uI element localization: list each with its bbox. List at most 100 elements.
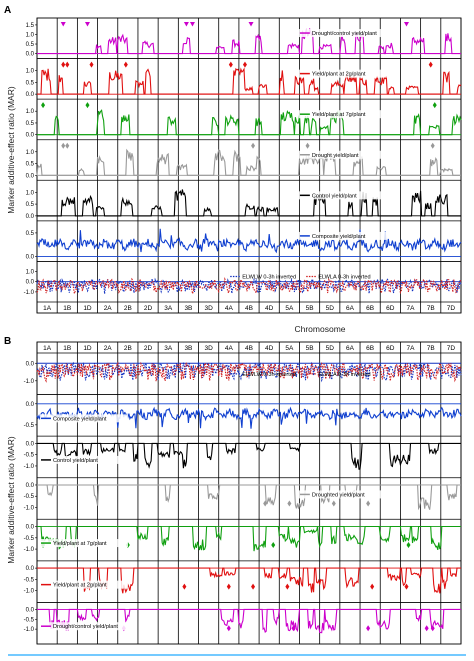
y-tick-label: 0.5 xyxy=(26,80,35,86)
chromosome-label: 6D xyxy=(386,305,395,312)
qtl-marker xyxy=(84,22,90,27)
y-tick-label: -1.0 xyxy=(24,547,35,553)
chromosome-label: 3A xyxy=(164,345,173,352)
y-tick-label: 0.0 xyxy=(26,441,35,447)
chromosome-label: 4A xyxy=(225,305,234,312)
y-tick-label: 0.5 xyxy=(26,231,35,237)
qtl-marker xyxy=(406,542,411,549)
y-tick-label: 0.0 xyxy=(26,214,35,220)
chromosome-label: 7A xyxy=(407,305,416,312)
y-tick-label: 0.0 xyxy=(26,483,35,489)
qtl-marker xyxy=(287,500,292,507)
qtl-marker xyxy=(183,22,189,27)
panel-a-plot: 1A 1B 1D 2A 2B 2D 3A 3B 3D 4A 4B 4D 5A 5B 5D 6A 6B 6D 7A 7B… xyxy=(24,17,462,314)
qtl-marker xyxy=(291,625,296,632)
qtl-marker xyxy=(89,61,94,68)
chromosome-label: 1B xyxy=(63,345,71,352)
chromosome-label: 3B xyxy=(184,345,192,352)
chromosome-label: 6B xyxy=(366,345,374,352)
legend-label: Control yield/plant xyxy=(312,193,357,199)
qtl-marker xyxy=(366,625,371,632)
qtl-marker xyxy=(428,61,433,68)
y-tick-label: -0.5 xyxy=(24,494,35,500)
legend-bg xyxy=(298,191,387,200)
qtl-marker xyxy=(271,542,276,549)
chromosome-label: 2B xyxy=(124,305,132,312)
chromosome-label: 3D xyxy=(204,305,213,312)
panel-a-label: A xyxy=(4,5,11,16)
chromosome-label: 2D xyxy=(144,345,153,352)
y-tick-label: 0.0 xyxy=(26,566,35,572)
qtl-marker xyxy=(85,102,90,109)
legend-bg xyxy=(298,110,387,119)
qtl-marker xyxy=(430,142,435,149)
y-tick-label: 0.5 xyxy=(26,42,35,48)
series-line xyxy=(36,361,462,383)
chromosome-label: 3B xyxy=(184,305,192,312)
chromosome-label: 5B xyxy=(306,345,314,352)
qtl-marker xyxy=(228,61,233,68)
qtl-marker xyxy=(182,583,187,590)
y-tick-label: 0.0 xyxy=(26,254,35,260)
legend-label: ELWLW 0-3h inverted xyxy=(242,274,296,280)
y-tick-label: 1.5 xyxy=(26,23,35,29)
legend-label: Control yield/plant xyxy=(53,458,98,464)
legend-bg xyxy=(40,414,128,423)
chromosome-label: 4D xyxy=(265,305,274,312)
chromosome-label: 1D xyxy=(83,345,92,352)
series-line xyxy=(37,484,461,511)
y-tick-label: -1.0 xyxy=(24,464,35,470)
chromosome-label: 5A xyxy=(285,345,294,352)
qtl-marker xyxy=(430,625,435,632)
y-tick-label: -1.0 xyxy=(24,589,35,595)
series-line xyxy=(37,109,462,136)
chromosome-label: 6D xyxy=(386,345,395,352)
series-line xyxy=(37,28,461,55)
qtl-marker xyxy=(251,142,256,149)
x-axis-label: Chromosome xyxy=(294,324,345,334)
chromosome-label: 6A xyxy=(346,345,355,352)
y-tick-label: 0.0 xyxy=(26,280,35,286)
legend-label: ELWLW 0-3h inverted xyxy=(242,372,296,378)
y-tick-label: -1.0 xyxy=(24,290,35,296)
legend-label: Composite yield/plant xyxy=(53,416,107,422)
qtl-marker xyxy=(189,22,195,27)
chromosome-label: 2B xyxy=(124,345,132,352)
qtl-marker xyxy=(61,142,66,149)
series-line xyxy=(37,442,461,470)
chromosome-label: 4B xyxy=(245,345,253,352)
legend-bg xyxy=(40,539,128,548)
panel-b-label: B xyxy=(4,336,11,347)
series-line xyxy=(37,67,462,95)
y-axis-label-a: Marker additive-effect ratio (MAR) xyxy=(6,86,16,214)
legend-bg xyxy=(298,490,387,499)
y-tick-label: 0.0 xyxy=(26,92,35,98)
chromosome-label: 6B xyxy=(366,305,374,312)
panel-b-plot: 1A 1B 1D 2A 2B 2D 3A 3B 3D 4A 4B 4D 5A 5B 5D 6A 6B 6D 7A 7B… xyxy=(24,341,462,645)
chromosome-label: 5D xyxy=(326,305,335,312)
y-axis-label-b: Marker additive-effect ratio (MAR) xyxy=(6,436,16,564)
qtl-marker xyxy=(226,583,231,590)
y-tick-label: 1.0 xyxy=(26,32,35,38)
qtl-marker xyxy=(305,142,310,149)
y-tick-label: -0.5 xyxy=(24,617,35,623)
legend-label: Yield/plant at 2g/plant xyxy=(53,583,107,589)
y-tick-label: -1.0 xyxy=(24,627,35,633)
qtl-marker xyxy=(366,500,371,507)
legend-label: ELWLA 0-3h inverted xyxy=(318,372,370,378)
chromosome-label: 7B xyxy=(427,305,435,312)
y-tick-label: -0.5 xyxy=(24,423,35,429)
series-line xyxy=(36,228,462,254)
series-line xyxy=(37,567,461,594)
y-tick-label: 1.0 xyxy=(26,69,35,75)
y-tick-label: -0.5 xyxy=(24,453,35,459)
qtl-marker xyxy=(242,61,247,68)
y-tick-label: 0.5 xyxy=(26,162,35,168)
qtl-marker xyxy=(424,625,429,632)
series-line xyxy=(36,406,462,429)
legend-label: Drought/control yield/plant xyxy=(53,624,118,630)
y-tick-label: 1.0 xyxy=(26,270,35,276)
series-line xyxy=(36,277,462,296)
qtl-marker xyxy=(226,625,231,632)
